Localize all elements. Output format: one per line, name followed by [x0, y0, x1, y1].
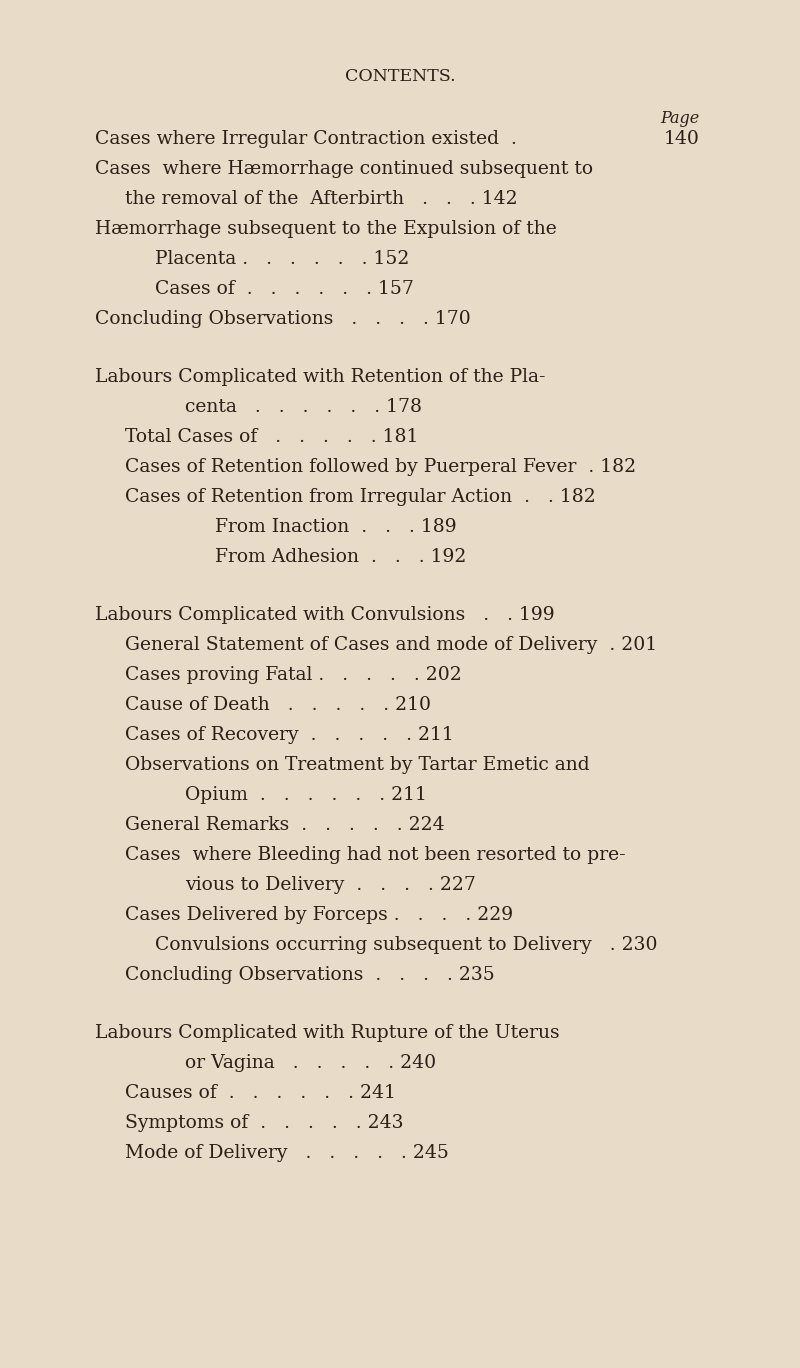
- Text: 140: 140: [664, 130, 700, 148]
- Text: Mode of Delivery   .   .   .   .   . 245: Mode of Delivery . . . . . 245: [125, 1144, 449, 1161]
- Text: Labours Complicated with Retention of the Pla-: Labours Complicated with Retention of th…: [95, 368, 546, 386]
- Text: Cases of Retention followed by Puerperal Fever  . 182: Cases of Retention followed by Puerperal…: [125, 458, 636, 476]
- Text: Symptoms of  .   .   .   .   . 243: Symptoms of . . . . . 243: [125, 1114, 403, 1131]
- Text: Hæmorrhage subsequent to the Expulsion of the: Hæmorrhage subsequent to the Expulsion o…: [95, 220, 557, 238]
- Text: the removal of the  Afterbirth   .   .   . 142: the removal of the Afterbirth . . . 142: [125, 190, 518, 208]
- Text: or Vagina   .   .   .   .   . 240: or Vagina . . . . . 240: [185, 1053, 436, 1073]
- Text: Convulsions occurring subsequent to Delivery   . 230: Convulsions occurring subsequent to Deli…: [155, 936, 658, 953]
- Text: General Remarks  .   .   .   .   . 224: General Remarks . . . . . 224: [125, 815, 445, 834]
- Text: Causes of  .   .   .   .   .   . 241: Causes of . . . . . . 241: [125, 1083, 396, 1103]
- Text: Cases of Retention from Irregular Action  .   . 182: Cases of Retention from Irregular Action…: [125, 488, 596, 506]
- Text: CONTENTS.: CONTENTS.: [345, 68, 455, 85]
- Text: centa   .   .   .   .   .   . 178: centa . . . . . . 178: [185, 398, 422, 416]
- Text: From Inaction  .   .   . 189: From Inaction . . . 189: [215, 518, 457, 536]
- Text: Concluding Observations  .   .   .   . 235: Concluding Observations . . . . 235: [125, 966, 494, 984]
- Text: Cases  where Hæmorrhage continued subsequent to: Cases where Hæmorrhage continued subsequ…: [95, 160, 593, 178]
- Text: Labours Complicated with Convulsions   .   . 199: Labours Complicated with Convulsions . .…: [95, 606, 554, 624]
- Text: Opium  .   .   .   .   .   . 211: Opium . . . . . . 211: [185, 787, 427, 804]
- Text: Concluding Observations   .   .   .   . 170: Concluding Observations . . . . 170: [95, 311, 470, 328]
- Text: Labours Complicated with Rupture of the Uterus: Labours Complicated with Rupture of the …: [95, 1025, 560, 1042]
- Text: vious to Delivery  .   .   .   . 227: vious to Delivery . . . . 227: [185, 876, 476, 895]
- Text: Cases Delivered by Forceps .   .   .   . 229: Cases Delivered by Forceps . . . . 229: [125, 906, 513, 923]
- Text: Observations on Treatment by Tartar Emetic and: Observations on Treatment by Tartar Emet…: [125, 757, 590, 774]
- Text: Page: Page: [661, 109, 700, 127]
- Text: Cause of Death   .   .   .   .   . 210: Cause of Death . . . . . 210: [125, 696, 431, 714]
- Text: Cases proving Fatal .   .   .   .   . 202: Cases proving Fatal . . . . . 202: [125, 666, 462, 684]
- Text: Total Cases of   .   .   .   .   . 181: Total Cases of . . . . . 181: [125, 428, 418, 446]
- Text: Placenta .   .   .   .   .   . 152: Placenta . . . . . . 152: [155, 250, 410, 268]
- Text: From Adhesion  .   .   . 192: From Adhesion . . . 192: [215, 549, 466, 566]
- Text: Cases of Recovery  .   .   .   .   . 211: Cases of Recovery . . . . . 211: [125, 726, 454, 744]
- Text: Cases  where Bleeding had not been resorted to pre-: Cases where Bleeding had not been resort…: [125, 845, 626, 865]
- Text: General Statement of Cases and mode of Delivery  . 201: General Statement of Cases and mode of D…: [125, 636, 657, 654]
- Text: Cases of  .   .   .   .   .   . 157: Cases of . . . . . . 157: [155, 280, 414, 298]
- Text: Cases where Irregular Contraction existed  .: Cases where Irregular Contraction existe…: [95, 130, 517, 148]
